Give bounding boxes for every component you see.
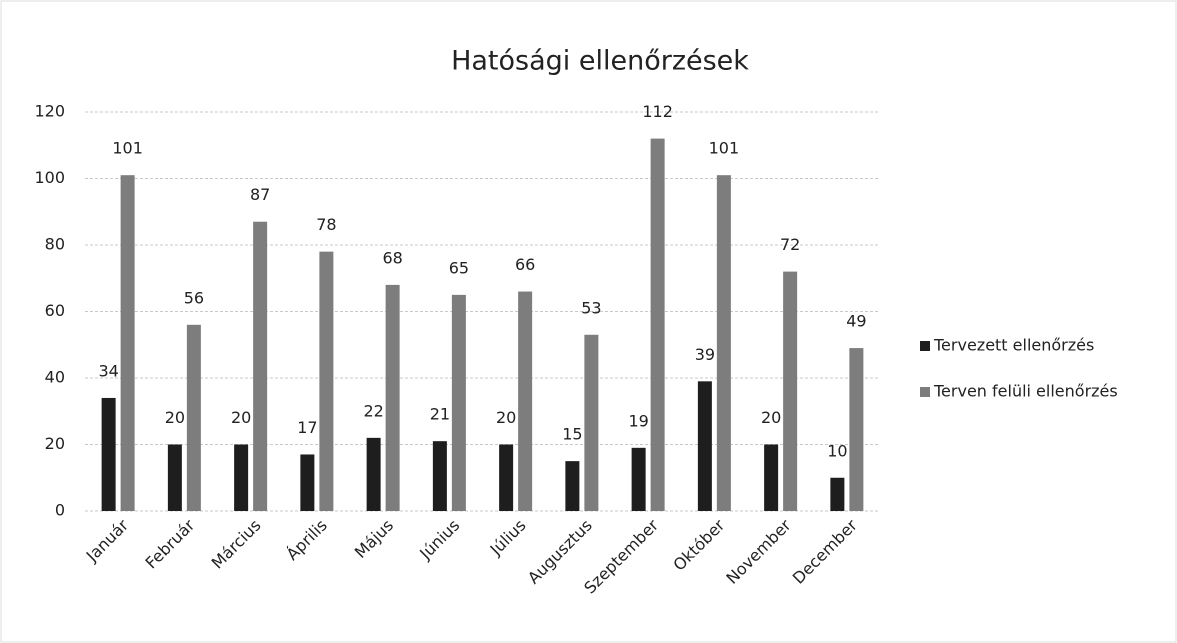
y-tick-label: 40	[45, 368, 65, 387]
value-label: 101	[112, 139, 143, 158]
legend-label: Terven felüli ellenőrzés	[933, 382, 1118, 401]
y-tick-label: 120	[34, 102, 65, 121]
bar	[631, 447, 646, 511]
bar	[234, 444, 249, 511]
value-label: 15	[562, 425, 582, 444]
bar	[764, 444, 779, 511]
value-label: 53	[581, 298, 601, 317]
bar	[432, 441, 447, 511]
value-label: 34	[98, 361, 118, 380]
bar	[120, 175, 135, 512]
y-tick-label: 0	[55, 501, 65, 520]
bar	[451, 294, 466, 511]
bar	[499, 444, 514, 511]
bar	[253, 221, 268, 511]
legend-swatch	[920, 387, 930, 397]
value-label: 21	[430, 405, 450, 424]
bar	[366, 437, 381, 511]
bar	[565, 461, 580, 511]
value-label: 56	[184, 288, 204, 307]
value-label: 39	[695, 345, 715, 364]
bar	[849, 348, 864, 511]
value-label: 72	[780, 235, 800, 254]
value-label: 22	[363, 401, 383, 420]
value-label: 20	[761, 408, 781, 427]
value-label: 49	[846, 312, 866, 331]
value-label: 101	[709, 139, 740, 158]
bar	[650, 138, 665, 511]
bar	[319, 251, 334, 511]
bar	[518, 291, 533, 511]
value-label: 68	[382, 248, 402, 267]
bar	[186, 324, 201, 511]
value-label: 17	[297, 418, 317, 437]
bar	[716, 175, 731, 512]
value-label: 78	[316, 215, 336, 234]
y-tick-label: 20	[45, 434, 65, 453]
y-tick-label: 100	[34, 168, 65, 187]
chart-title: Hatósági ellenőrzések	[451, 46, 749, 77]
value-label: 10	[827, 441, 847, 460]
legend-swatch	[920, 341, 930, 351]
value-label: 65	[449, 258, 469, 277]
y-tick-label: 60	[45, 301, 65, 320]
value-label: 20	[496, 408, 516, 427]
bar	[101, 397, 116, 511]
bar	[584, 334, 599, 511]
bar	[783, 271, 798, 511]
value-label: 20	[231, 408, 251, 427]
value-label: 87	[250, 185, 270, 204]
bar	[830, 477, 845, 511]
value-label: 20	[165, 408, 185, 427]
value-label: 19	[628, 411, 648, 430]
bar	[697, 381, 712, 511]
value-label: 112	[642, 102, 673, 121]
legend-label: Tervezett ellenőrzés	[933, 336, 1094, 355]
bar	[300, 454, 315, 511]
value-label: 66	[515, 255, 535, 274]
bar	[385, 284, 400, 511]
y-tick-label: 80	[45, 235, 65, 254]
bar	[167, 444, 182, 511]
